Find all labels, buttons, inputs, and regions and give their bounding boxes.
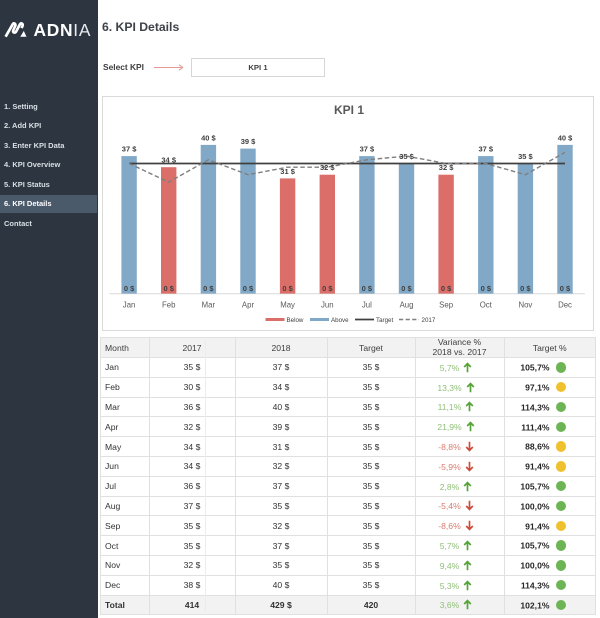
svg-text:May: May [280,300,295,309]
svg-text:KPI 1: KPI 1 [334,103,364,117]
svg-text:Dec: Dec [558,300,572,309]
svg-text:Below: Below [287,317,304,324]
svg-text:32 $: 32 $ [439,163,454,172]
svg-text:32 $: 32 $ [320,163,335,172]
svg-text:Nov: Nov [518,300,532,309]
svg-text:0 $: 0 $ [322,284,333,293]
svg-text:0 $: 0 $ [520,284,531,293]
svg-text:40 $: 40 $ [201,133,216,142]
svg-text:2017: 2017 [422,317,436,324]
svg-text:Jul: Jul [362,300,372,309]
svg-text:37 $: 37 $ [122,145,137,154]
svg-text:Feb: Feb [162,300,176,309]
svg-text:Aug: Aug [400,300,414,309]
svg-text:0 $: 0 $ [124,284,135,293]
svg-text:0 $: 0 $ [163,284,174,293]
svg-text:0 $: 0 $ [203,284,214,293]
svg-text:Above: Above [331,317,349,324]
svg-text:Oct: Oct [480,300,493,309]
svg-text:Sep: Sep [439,300,454,309]
svg-text:35 $: 35 $ [399,152,414,161]
svg-text:0 $: 0 $ [441,284,452,293]
svg-text:34 $: 34 $ [161,156,176,165]
svg-text:39 $: 39 $ [241,137,256,146]
svg-text:0 $: 0 $ [282,284,293,293]
svg-text:37 $: 37 $ [360,145,375,154]
svg-text:Apr: Apr [242,300,255,309]
svg-text:Target: Target [376,317,393,324]
svg-text:0 $: 0 $ [560,284,571,293]
svg-text:0 $: 0 $ [401,284,412,293]
svg-text:37 $: 37 $ [478,145,493,154]
svg-text:Mar: Mar [202,300,216,309]
svg-text:35 $: 35 $ [518,152,533,161]
svg-text:0 $: 0 $ [481,284,492,293]
svg-text:0 $: 0 $ [362,284,373,293]
svg-text:Jun: Jun [321,300,334,309]
svg-text:40 $: 40 $ [558,133,573,142]
svg-text:31 $: 31 $ [280,167,295,176]
svg-text:Jan: Jan [123,300,136,309]
svg-text:0 $: 0 $ [243,284,254,293]
